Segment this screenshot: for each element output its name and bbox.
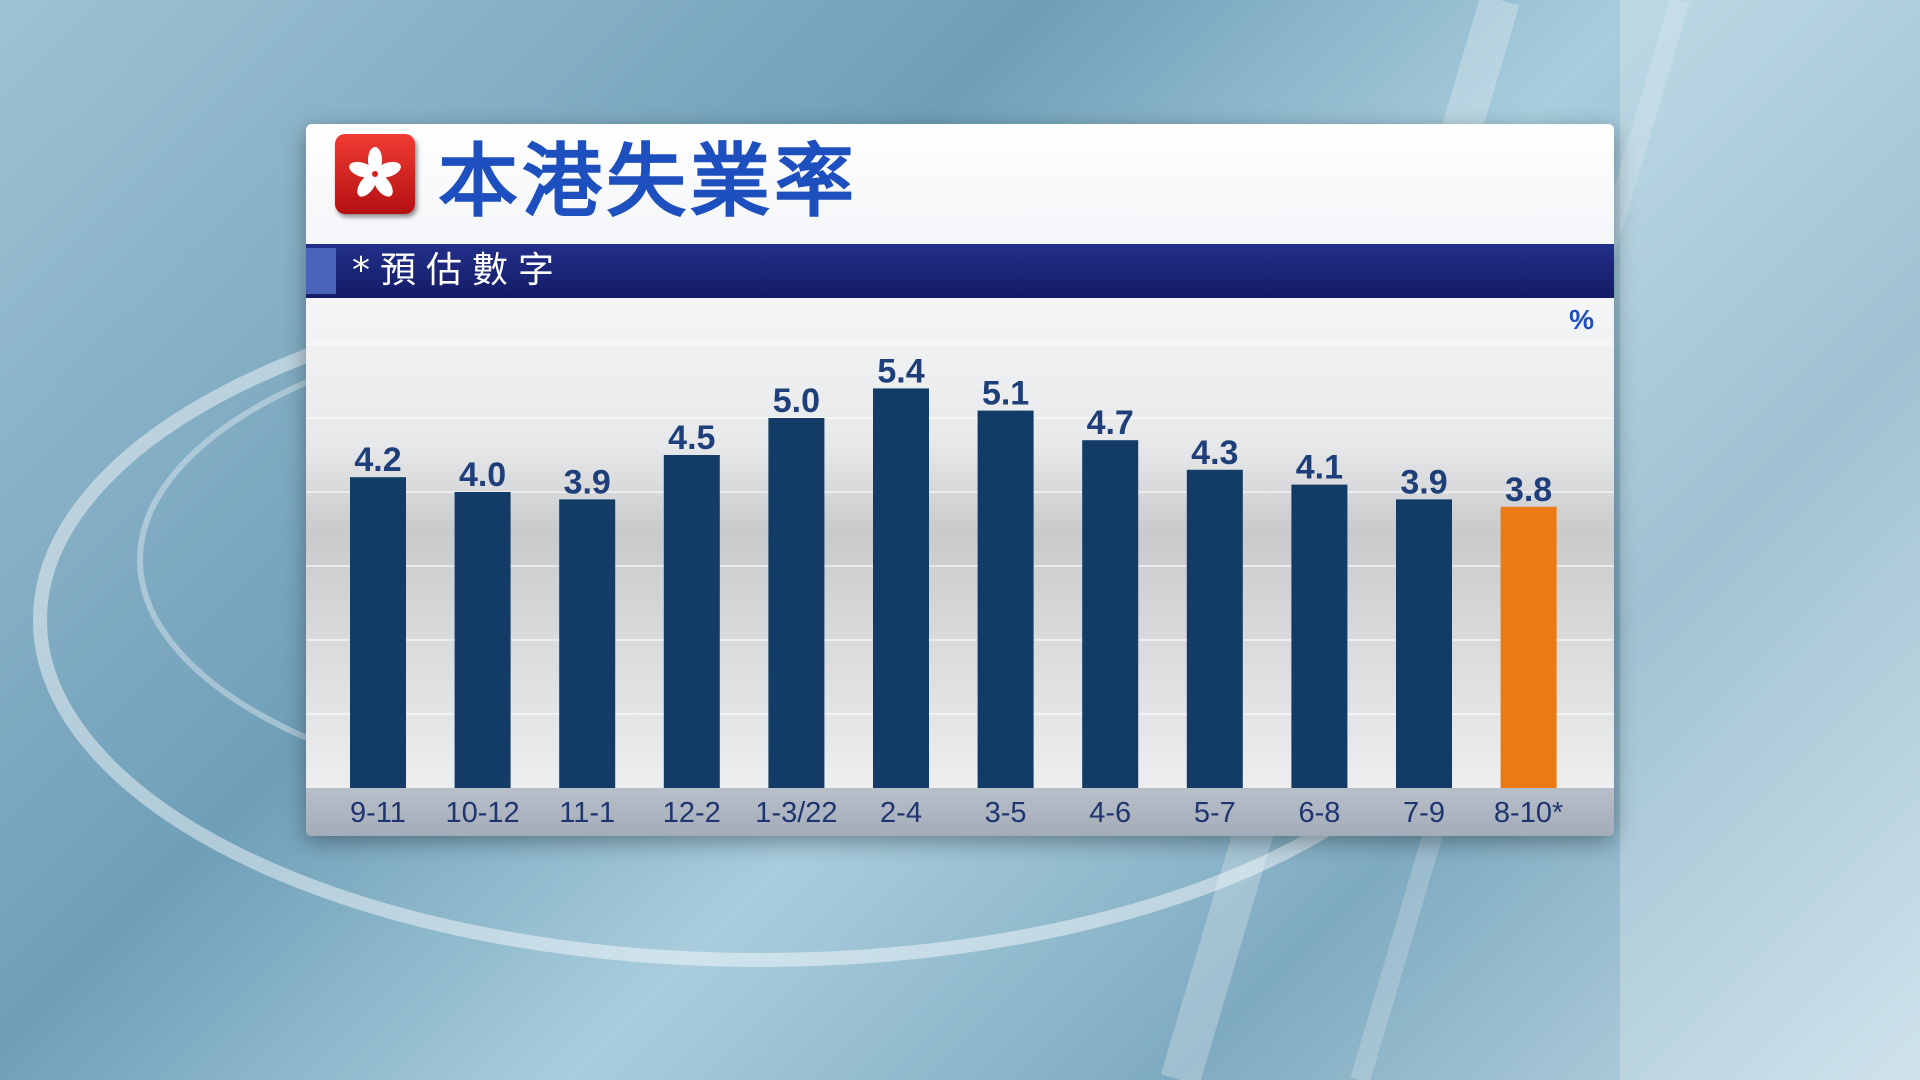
subtitle-tab (306, 248, 336, 294)
x-tick-label: 12-2 (663, 797, 721, 829)
x-tick-label: 8-10* (1494, 797, 1563, 829)
bar-8-10* (1500, 506, 1557, 788)
x-tick-label: 7-9 (1403, 797, 1445, 829)
x-tick-label: 9-11 (350, 797, 406, 829)
x-tick-label: 4-6 (1089, 797, 1131, 829)
bar-10-12 (454, 492, 511, 788)
title-area: 本港失業率 (306, 124, 1614, 244)
chart-subtitle: *預估數字 (352, 250, 565, 291)
subtitle-bar: *預估數字 (306, 244, 1614, 298)
value-label: 3.8 (1505, 471, 1552, 509)
x-tick-label: 11-1 (559, 797, 615, 829)
value-label: 3.9 (1400, 463, 1447, 501)
x-axis-band (306, 788, 1614, 836)
chart-panel: 本港失業率 *預估數字 % 4.2 9-11 4.0 10-12 3.9 11-1 4.5 1… (306, 124, 1614, 836)
chart-title: 本港失業率 (438, 135, 858, 228)
hk-flag-icon (335, 134, 415, 214)
x-tick-label: 2-4 (880, 797, 922, 829)
bar-11-1 (559, 499, 616, 788)
bar-9-11 (350, 477, 406, 788)
value-label: 4.5 (668, 419, 715, 457)
x-tick-label: 1-3/22 (755, 797, 837, 829)
unit-label: % (1569, 304, 1594, 335)
bar-1-3/22 (768, 418, 825, 788)
x-tick-label: 10-12 (446, 797, 520, 829)
value-label: 4.0 (459, 456, 506, 494)
bar-3-5 (977, 410, 1034, 788)
x-tick-label: 3-5 (985, 797, 1027, 829)
value-label: 4.7 (1087, 404, 1134, 442)
bar-4-6 (1082, 440, 1139, 788)
bar-12-2 (663, 455, 720, 788)
value-label: 4.1 (1296, 449, 1343, 487)
bar-2-4 (873, 388, 929, 788)
x-tick-label: 5-7 (1194, 797, 1236, 829)
bar-5-7 (1186, 469, 1243, 788)
x-tick-label: 6-8 (1298, 797, 1340, 829)
value-label: 4.3 (1191, 434, 1238, 472)
bar-chart: 4.2 9-11 4.0 10-12 3.9 11-1 4.5 12-2 5.0 1-3/22 5.… (306, 343, 1614, 829)
value-label: 5.0 (773, 382, 820, 420)
value-label: 4.2 (354, 441, 401, 479)
bar-7-9 (1396, 499, 1452, 788)
value-label: 5.1 (982, 375, 1029, 413)
value-label: 5.4 (877, 352, 924, 390)
bar-6-8 (1291, 484, 1348, 788)
value-label: 3.9 (564, 463, 611, 501)
